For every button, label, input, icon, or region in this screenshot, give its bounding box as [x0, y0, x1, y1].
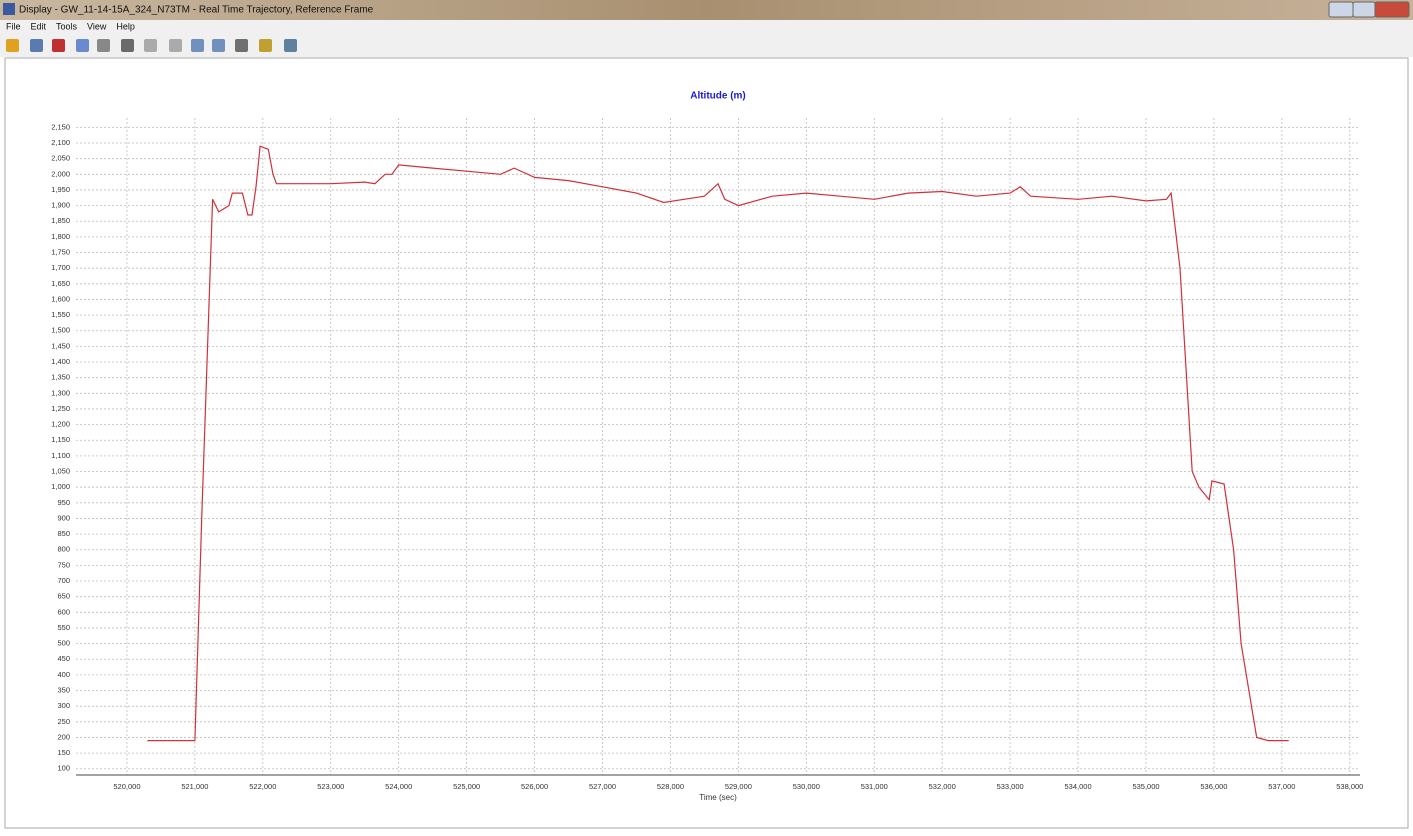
toolbar-button[interactable] — [97, 39, 110, 52]
toolbar-button[interactable] — [30, 39, 43, 52]
y-tick-label: 650 — [57, 592, 70, 601]
chart-title: Altitude (m) — [690, 91, 746, 102]
y-tick-label: 1,200 — [51, 420, 70, 429]
y-tick-label: 450 — [57, 654, 70, 663]
y-tick-label: 300 — [57, 701, 70, 710]
x-tick-label: 537,000 — [1268, 782, 1295, 791]
menu-item[interactable]: Help — [116, 21, 135, 31]
y-tick-label: 700 — [57, 576, 70, 585]
data-line — [147, 145, 1289, 742]
y-tick-label: 1,650 — [51, 279, 70, 288]
menu-item[interactable]: Tools — [56, 21, 78, 31]
y-tick-label: 2,000 — [51, 169, 70, 178]
toolbar-button[interactable] — [6, 39, 19, 52]
y-tick-label: 600 — [57, 607, 70, 616]
y-tick-label: 1,350 — [51, 373, 70, 382]
toolbar-button[interactable] — [121, 39, 134, 52]
x-tick-label: 533,000 — [997, 782, 1024, 791]
x-tick-label: 520,000 — [113, 782, 140, 791]
y-tick-label: 2,150 — [51, 122, 70, 131]
y-tick-label: 1,900 — [51, 201, 70, 210]
x-axis-title: Time (sec) — [699, 793, 737, 802]
y-tick-label: 1,300 — [51, 388, 70, 397]
y-tick-label: 1,600 — [51, 294, 70, 303]
window-title: Display - GW_11-14-15A_324_N73TM - Real … — [19, 5, 374, 16]
x-tick-label: 534,000 — [1065, 782, 1092, 791]
x-tick-label: 529,000 — [725, 782, 752, 791]
toolbar-button[interactable] — [169, 39, 182, 52]
y-tick-label: 150 — [57, 748, 70, 757]
x-tick-label: 530,000 — [793, 782, 820, 791]
y-tick-label: 1,000 — [51, 482, 70, 491]
x-tick-label: 522,000 — [249, 782, 276, 791]
y-tick-label: 900 — [57, 513, 70, 522]
y-tick-label: 1,100 — [51, 451, 70, 460]
x-tick-label: 528,000 — [657, 782, 684, 791]
y-tick-label: 400 — [57, 670, 70, 679]
toolbar-button[interactable] — [191, 39, 204, 52]
y-tick-label: 800 — [57, 545, 70, 554]
y-tick-label: 1,500 — [51, 326, 70, 335]
y-tick-label: 100 — [57, 764, 70, 773]
toolbar-button[interactable] — [284, 39, 297, 52]
toolbar-button[interactable] — [52, 39, 65, 52]
y-tick-label: 1,150 — [51, 435, 70, 444]
y-tick-label: 350 — [57, 686, 70, 695]
toolbar-button[interactable] — [76, 39, 89, 52]
app-icon — [3, 3, 15, 15]
x-tick-label: 531,000 — [861, 782, 888, 791]
x-tick-label: 536,000 — [1200, 782, 1227, 791]
y-tick-label: 1,800 — [51, 232, 70, 241]
y-tick-label: 950 — [57, 498, 70, 507]
menu-bar — [0, 20, 1413, 33]
toolbar — [0, 33, 1413, 57]
maximize-button[interactable] — [1352, 1, 1376, 18]
y-tick-label: 2,100 — [51, 138, 70, 147]
x-tick-label: 532,000 — [929, 782, 956, 791]
y-tick-label: 500 — [57, 639, 70, 648]
y-tick-label: 1,950 — [51, 185, 70, 194]
chart-panel — [4, 57, 1409, 829]
x-tick-label: 521,000 — [181, 782, 208, 791]
y-tick-label: 850 — [57, 529, 70, 538]
toolbar-button[interactable] — [235, 39, 248, 52]
x-tick-label: 525,000 — [453, 782, 480, 791]
x-tick-label: 523,000 — [317, 782, 344, 791]
close-button[interactable] — [1374, 1, 1410, 18]
x-tick-label: 538,000 — [1336, 782, 1363, 791]
toolbar-button[interactable] — [259, 39, 272, 52]
y-tick-label: 2,050 — [51, 154, 70, 163]
x-tick-label: 524,000 — [385, 782, 412, 791]
y-tick-label: 550 — [57, 623, 70, 632]
y-tick-label: 1,750 — [51, 248, 70, 257]
y-tick-label: 1,400 — [51, 357, 70, 366]
menu-item[interactable]: View — [87, 21, 107, 31]
y-tick-label: 1,700 — [51, 263, 70, 272]
x-tick-label: 526,000 — [521, 782, 548, 791]
y-tick-label: 250 — [57, 717, 70, 726]
y-tick-label: 1,850 — [51, 216, 70, 225]
y-tick-label: 1,050 — [51, 467, 70, 476]
menu-item[interactable]: File — [6, 21, 21, 31]
title-bar — [0, 0, 1413, 20]
x-tick-label: 535,000 — [1132, 782, 1159, 791]
y-tick-label: 1,550 — [51, 310, 70, 319]
x-tick-label: 527,000 — [589, 782, 616, 791]
y-tick-label: 1,250 — [51, 404, 70, 413]
y-tick-label: 750 — [57, 560, 70, 569]
menu-item[interactable]: Edit — [31, 21, 47, 31]
y-tick-label: 1,450 — [51, 341, 70, 350]
toolbar-button[interactable] — [144, 39, 157, 52]
toolbar-button[interactable] — [212, 39, 225, 52]
minimize-button[interactable] — [1328, 1, 1354, 18]
y-tick-label: 200 — [57, 732, 70, 741]
